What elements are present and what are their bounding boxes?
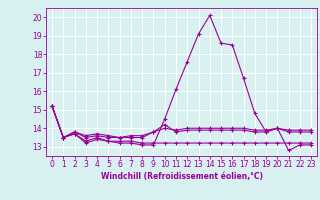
X-axis label: Windchill (Refroidissement éolien,°C): Windchill (Refroidissement éolien,°C) xyxy=(100,172,263,181)
